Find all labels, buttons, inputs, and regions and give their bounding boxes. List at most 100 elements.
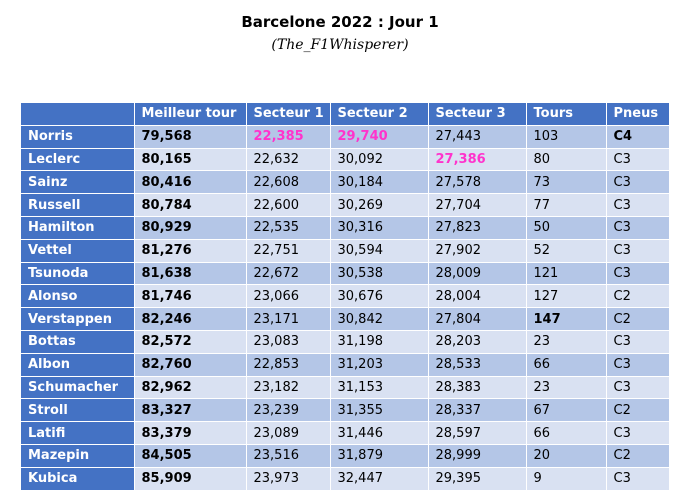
driver-name: Bottas — [21, 330, 135, 354]
sector-2: 29,740 — [330, 125, 429, 149]
sector-3: 28,597 — [428, 421, 527, 445]
sector-1: 23,516 — [246, 444, 331, 468]
sector-3: 28,004 — [428, 284, 527, 309]
sector-2: 31,879 — [330, 444, 429, 468]
sector-1: 22,672 — [246, 262, 331, 286]
table-row: Tsunoda 81,638 22,672 30,538 28,009 121 … — [21, 262, 670, 286]
sector-2: 31,355 — [330, 398, 429, 423]
best-lap: 82,962 — [134, 376, 247, 400]
driver-name: Latifi — [21, 421, 135, 445]
sector-2: 30,842 — [330, 307, 429, 331]
sector-2: 30,538 — [330, 262, 429, 286]
laps: 66 — [526, 421, 607, 445]
sector-1: 23,973 — [246, 467, 331, 491]
best-lap: 81,746 — [134, 284, 247, 309]
best-lap: 81,276 — [134, 239, 247, 263]
laps: 23 — [526, 330, 607, 354]
header-laps: Tours — [526, 103, 607, 126]
driver-name: Albon — [21, 353, 135, 377]
tyre: C3 — [606, 148, 670, 172]
driver-name: Schumacher — [21, 376, 135, 400]
driver-name: Hamilton — [21, 216, 135, 240]
table-row: Leclerc 80,165 22,632 30,092 27,386 80 C… — [21, 148, 670, 172]
driver-name: Leclerc — [21, 148, 135, 172]
laps: 103 — [526, 125, 607, 149]
sector-1: 22,385 — [246, 125, 331, 149]
driver-name: Verstappen — [21, 307, 135, 331]
sector-1: 22,853 — [246, 353, 331, 377]
sector-1: 22,535 — [246, 216, 331, 240]
table-row: Stroll 83,327 23,239 31,355 28,337 67 C2 — [21, 398, 670, 423]
best-lap: 85,909 — [134, 467, 247, 491]
sector-3: 27,823 — [428, 216, 527, 240]
best-lap: 80,784 — [134, 193, 247, 217]
driver-name: Russell — [21, 193, 135, 217]
best-lap: 81,638 — [134, 262, 247, 286]
best-lap: 82,572 — [134, 330, 247, 354]
tyre: C2 — [606, 398, 670, 423]
page-title: Barcelone 2022 : Jour 1 — [241, 13, 439, 31]
tyre: C3 — [606, 353, 670, 377]
driver-name: Alonso — [21, 284, 135, 309]
header-sector-3: Secteur 3 — [428, 103, 527, 126]
table-row: Bottas 82,572 23,083 31,198 28,203 23 C3 — [21, 330, 670, 354]
best-lap: 79,568 — [134, 125, 247, 149]
laps: 66 — [526, 353, 607, 377]
sector-1: 23,066 — [246, 284, 331, 309]
laps: 73 — [526, 170, 607, 195]
table-row: Schumacher 82,962 23,182 31,153 28,383 2… — [21, 376, 670, 400]
sector-3: 27,902 — [428, 239, 527, 263]
sector-2: 31,198 — [330, 330, 429, 354]
sector-1: 23,083 — [246, 330, 331, 354]
laps: 50 — [526, 216, 607, 240]
sector-2: 30,092 — [330, 148, 429, 172]
sector-3: 27,443 — [428, 125, 527, 149]
sector-1: 22,632 — [246, 148, 331, 172]
sector-2: 30,676 — [330, 284, 429, 309]
best-lap: 80,929 — [134, 216, 247, 240]
laps: 9 — [526, 467, 607, 491]
sector-2: 30,594 — [330, 239, 429, 263]
sector-3: 28,533 — [428, 353, 527, 377]
tyre: C2 — [606, 444, 670, 468]
tyre: C3 — [606, 421, 670, 445]
laps: 52 — [526, 239, 607, 263]
sector-1: 23,239 — [246, 398, 331, 423]
sector-2: 31,446 — [330, 421, 429, 445]
sector-2: 30,184 — [330, 170, 429, 195]
sector-3: 28,203 — [428, 330, 527, 354]
tyre: C3 — [606, 239, 670, 263]
table-row: Kubica 85,909 23,973 32,447 29,395 9 C3 — [21, 467, 670, 491]
table-row: Alonso 81,746 23,066 30,676 28,004 127 C… — [21, 284, 670, 309]
driver-name: Tsunoda — [21, 262, 135, 286]
sector-2: 30,316 — [330, 216, 429, 240]
sector-1: 22,751 — [246, 239, 331, 263]
laps: 20 — [526, 444, 607, 468]
tyre: C2 — [606, 307, 670, 331]
driver-name: Kubica — [21, 467, 135, 491]
sector-1: 23,182 — [246, 376, 331, 400]
sector-3: 27,386 — [428, 148, 527, 172]
best-lap: 84,505 — [134, 444, 247, 468]
driver-name: Vettel — [21, 239, 135, 263]
table-row: Verstappen 82,246 23,171 30,842 27,804 1… — [21, 307, 670, 331]
header-sector-2: Secteur 2 — [330, 103, 429, 126]
table-row: Mazepin 84,505 23,516 31,879 28,999 20 C… — [21, 444, 670, 468]
tyre: C4 — [606, 125, 670, 149]
page-subtitle: (The_F1Whisperer) — [271, 37, 409, 53]
table-header-row: Meilleur tour Secteur 1 Secteur 2 Secteu… — [21, 103, 670, 126]
driver-name: Norris — [21, 125, 135, 149]
laps: 67 — [526, 398, 607, 423]
sector-3: 27,578 — [428, 170, 527, 195]
sector-3: 28,999 — [428, 444, 527, 468]
best-lap: 80,416 — [134, 170, 247, 195]
laps: 121 — [526, 262, 607, 286]
table-row: Norris 79,568 22,385 29,740 27,443 103 C… — [21, 125, 670, 149]
table-row: Albon 82,760 22,853 31,203 28,533 66 C3 — [21, 353, 670, 377]
sector-2: 31,153 — [330, 376, 429, 400]
sector-3: 28,337 — [428, 398, 527, 423]
header-driver — [21, 103, 135, 126]
driver-name: Sainz — [21, 170, 135, 195]
sector-2: 30,269 — [330, 193, 429, 217]
driver-name: Stroll — [21, 398, 135, 423]
